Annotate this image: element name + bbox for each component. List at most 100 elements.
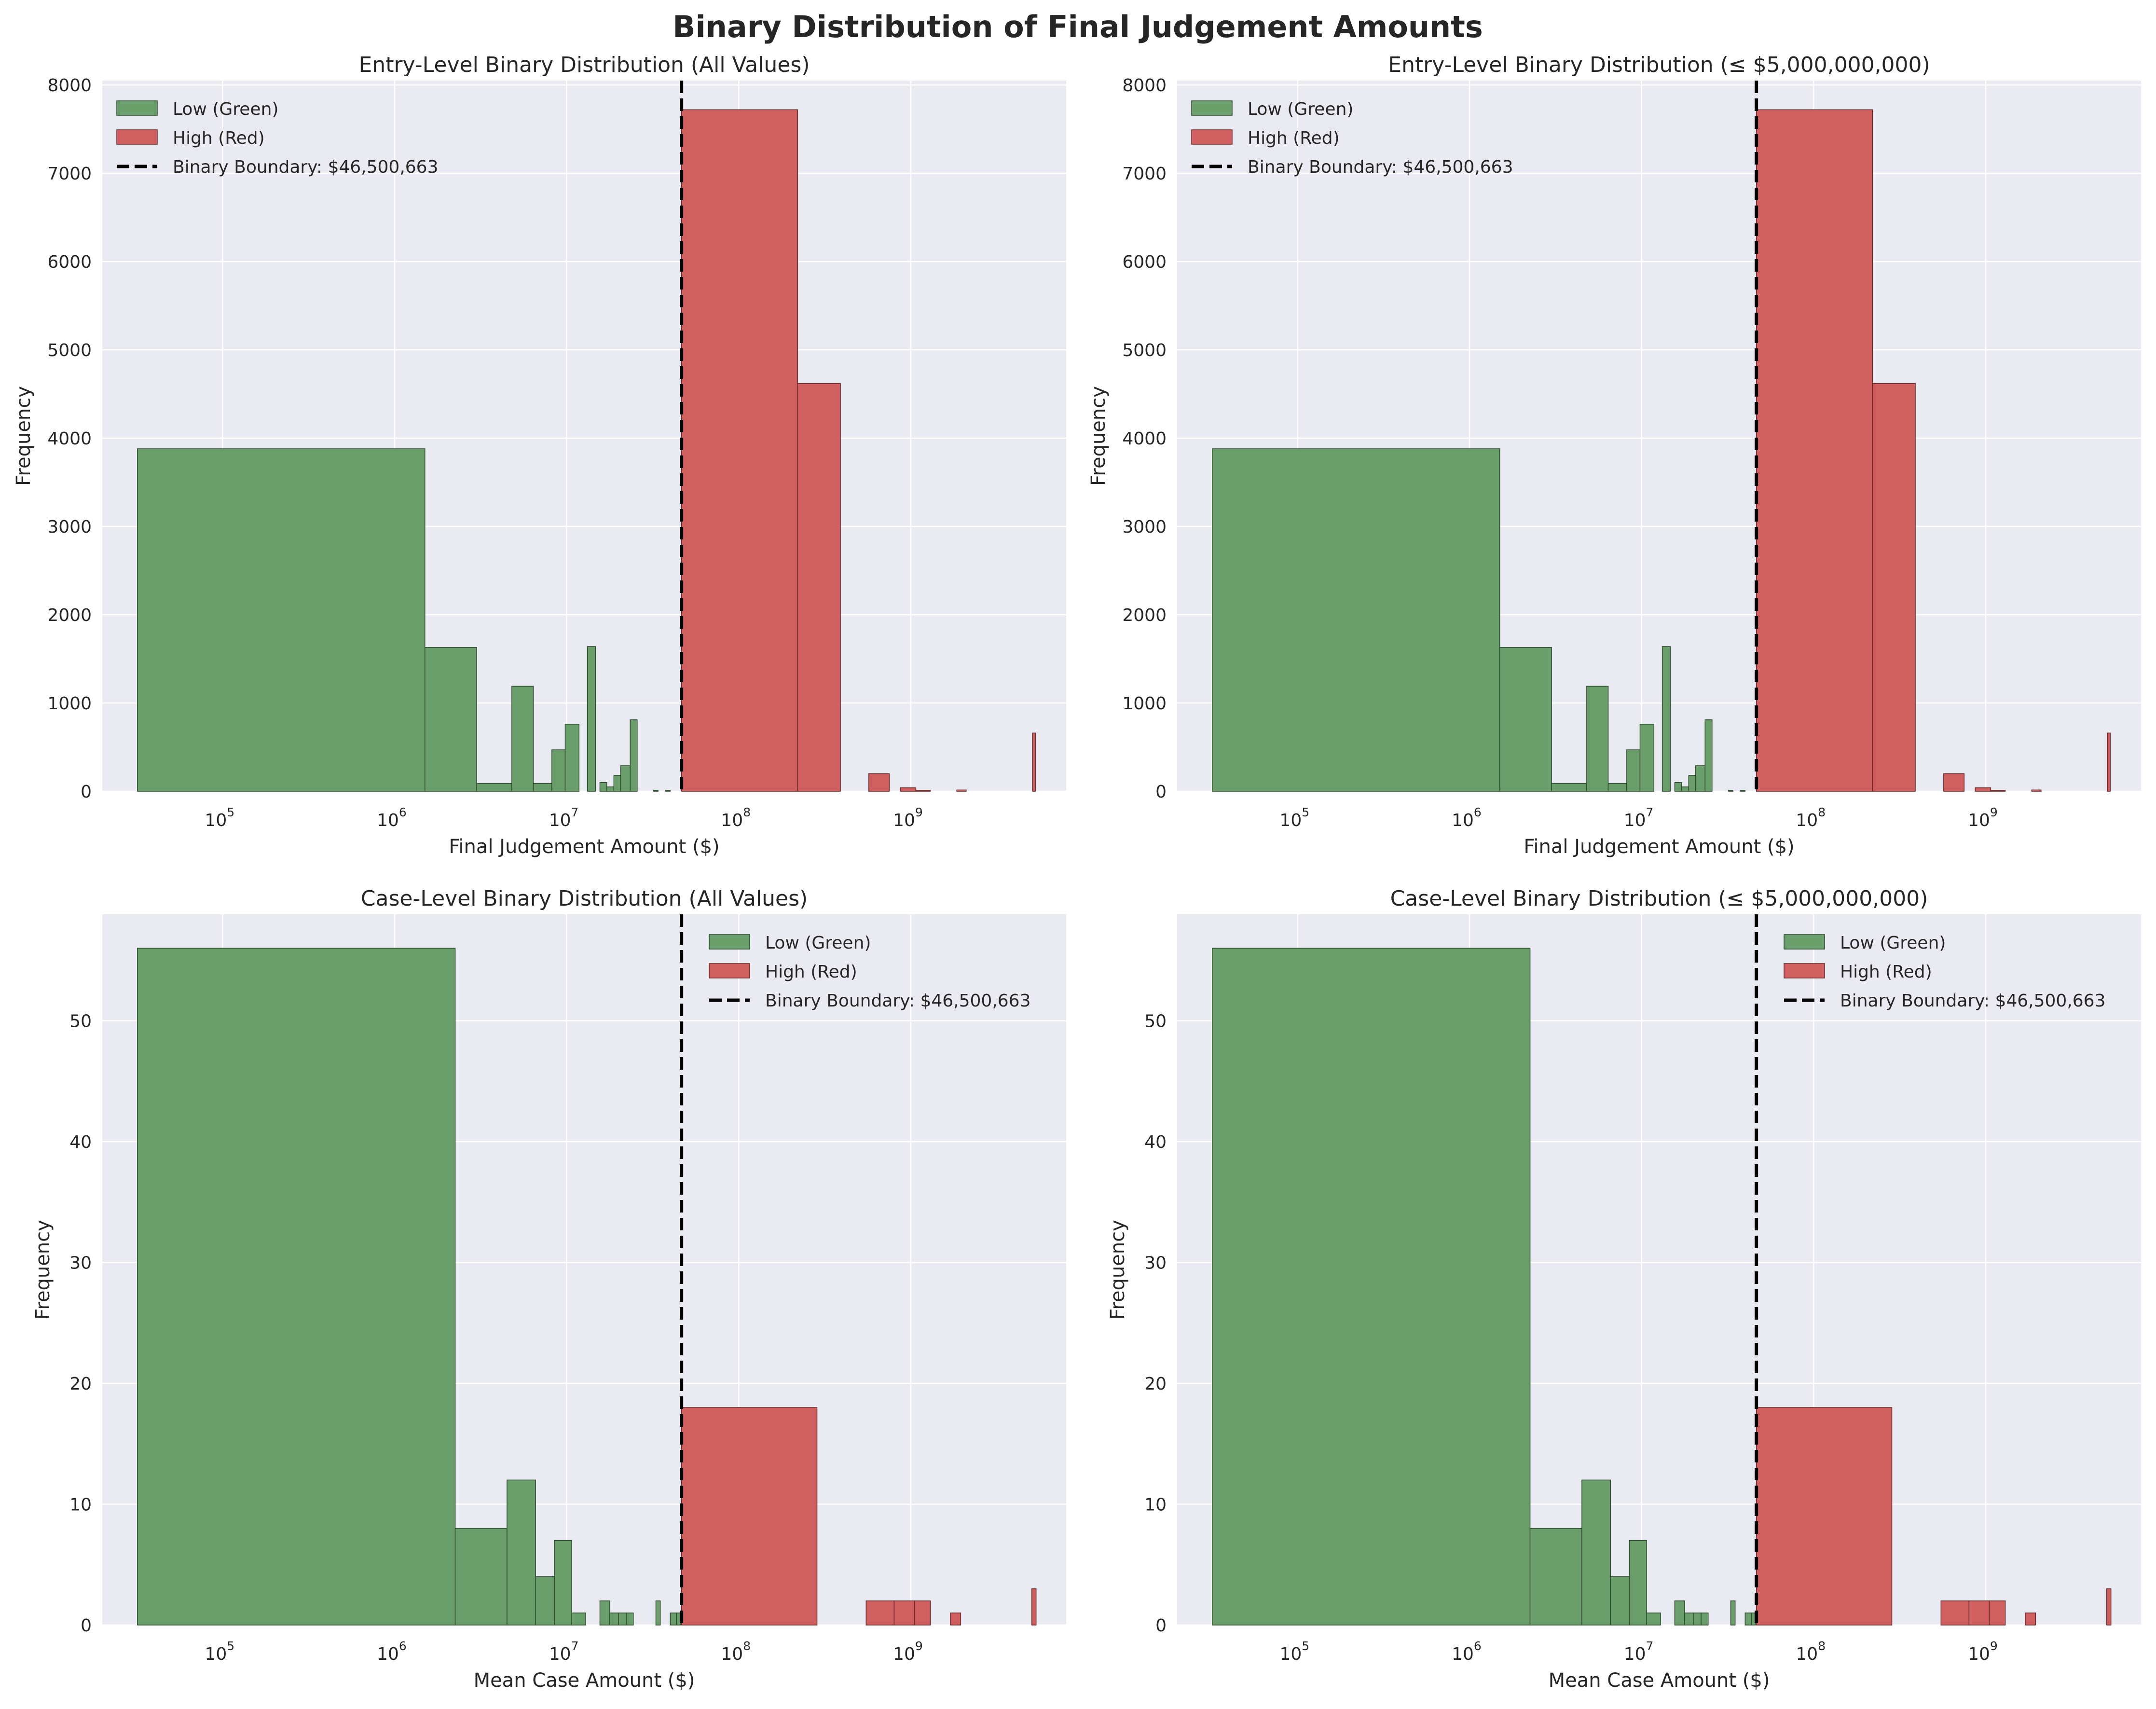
- x-tick-label: 105: [205, 1639, 234, 1664]
- x-tick-exponent: 5: [227, 1639, 234, 1653]
- x-tick-label: 107: [1624, 1639, 1654, 1664]
- x-tick-label: 108: [1796, 805, 1826, 830]
- legend: Low (Green) High (Red) Binary Boundary: $4…: [1784, 933, 2105, 1011]
- legend-label: Low (Green): [765, 933, 871, 953]
- x-tick-exponent: 7: [1646, 1639, 1654, 1653]
- x-tick-label: 108: [721, 1639, 751, 1664]
- x-tick-base: 10: [1968, 811, 1990, 830]
- low-histogram-bar: [1610, 1576, 1630, 1626]
- legend: Low (Green) High (Red) Binary Boundary: $4…: [1191, 99, 1513, 177]
- x-tick-exponent: 9: [915, 1639, 923, 1653]
- y-tick-label: 6000: [47, 252, 92, 272]
- high-histogram-bar: [900, 787, 917, 792]
- low-histogram-bar: [1499, 647, 1552, 792]
- x-tick-exponent: 8: [1818, 1639, 1826, 1653]
- panel-title: Case-Level Binary Distribution (All Valu…: [361, 886, 808, 911]
- legend-swatch-low: [116, 100, 158, 116]
- y-tick-label: 0: [1155, 782, 1167, 802]
- x-tick-base: 10: [549, 1644, 571, 1664]
- low-histogram-bar: [1639, 724, 1654, 792]
- low-histogram-bar: [571, 1613, 586, 1626]
- x-tick-base: 10: [377, 1644, 399, 1664]
- x-axis-label: Mean Case Amount ($): [1549, 1669, 1770, 1692]
- low-histogram-bar: [511, 686, 534, 792]
- high-histogram-bar: [1940, 1600, 1970, 1626]
- low-histogram-bar: [613, 775, 621, 792]
- x-tick-exponent: 8: [1818, 805, 1826, 819]
- y-tick-label: 50: [69, 1011, 92, 1031]
- y-tick-label: 4000: [47, 429, 92, 449]
- x-tick-base: 10: [205, 811, 227, 830]
- low-histogram-bar: [1695, 765, 1706, 792]
- high-histogram-bar: [1968, 1600, 1990, 1626]
- y-tick-label: 4000: [1122, 429, 1167, 449]
- high-histogram-bar: [681, 109, 798, 792]
- x-tick-exponent: 9: [915, 805, 923, 819]
- high-histogram-bar: [956, 789, 967, 792]
- high-histogram-bar: [1989, 1600, 2006, 1626]
- x-tick-base: 10: [893, 811, 915, 830]
- x-tick-base: 10: [1452, 1644, 1474, 1664]
- low-histogram-bar: [1581, 1479, 1611, 1626]
- x-tick-exponent: 7: [1646, 805, 1654, 819]
- panel-title: Entry-Level Binary Distribution (≤ $5,00…: [1388, 53, 1930, 77]
- low-histogram-bar: [454, 1528, 508, 1626]
- low-histogram-bar: [587, 646, 596, 792]
- y-tick-label: 0: [1155, 1616, 1167, 1636]
- low-histogram-bar: [665, 790, 671, 792]
- x-tick-exponent: 6: [1474, 805, 1482, 819]
- low-histogram-bar: [1701, 1613, 1709, 1626]
- y-tick-label: 30: [69, 1253, 92, 1273]
- x-axis-label: Final Judgement Amount ($): [449, 836, 719, 858]
- x-tick-base: 10: [1796, 811, 1818, 830]
- low-histogram-bar: [1674, 1600, 1685, 1626]
- x-tick-base: 10: [549, 811, 571, 830]
- panel-title: Entry-Level Binary Distribution (All Val…: [359, 53, 810, 77]
- low-histogram-bar: [599, 782, 607, 792]
- low-histogram-bar: [626, 1613, 634, 1626]
- x-tick-exponent: 7: [571, 805, 579, 819]
- legend-swatch-low: [709, 934, 750, 950]
- low-histogram-bar: [1551, 783, 1587, 792]
- legend-label: High (Red): [1248, 128, 1340, 148]
- legend-swatch-high: [1191, 129, 1233, 145]
- high-histogram-bar: [950, 1613, 961, 1626]
- legend-label: High (Red): [765, 962, 857, 982]
- y-tick-label: 5000: [1122, 341, 1167, 360]
- low-histogram-bar: [137, 948, 456, 1626]
- x-tick-base: 10: [721, 1644, 743, 1664]
- legend-label: High (Red): [173, 128, 265, 148]
- y-tick-label: 3000: [47, 517, 92, 537]
- low-histogram-bar: [1704, 719, 1713, 792]
- high-histogram-bar: [2106, 1588, 2112, 1626]
- legend-swatch-low: [1784, 934, 1825, 950]
- low-histogram-bar: [1212, 948, 1531, 1626]
- figure-title: Binary Distribution of Final Judgement A…: [673, 9, 1483, 44]
- panel-title: Case-Level Binary Distribution (≤ $5,000…: [1390, 886, 1928, 911]
- low-histogram-bar: [533, 783, 552, 792]
- legend-label: Binary Boundary: $46,500,663: [1840, 991, 2105, 1011]
- low-histogram-bar: [137, 448, 426, 792]
- low-histogram-bar: [564, 724, 579, 792]
- low-histogram-bar: [551, 749, 566, 792]
- high-histogram-bar: [2025, 1613, 2036, 1626]
- x-tick-label: 106: [1452, 805, 1482, 830]
- x-tick-base: 10: [1279, 1644, 1302, 1664]
- y-axis-label: Frequency: [1107, 1220, 1129, 1320]
- low-histogram-bar: [554, 1540, 572, 1626]
- y-tick-label: 0: [81, 782, 92, 802]
- x-tick-exponent: 5: [227, 805, 234, 819]
- y-tick-label: 8000: [1122, 76, 1167, 96]
- low-histogram-bar: [507, 1479, 536, 1626]
- x-tick-base: 10: [1279, 811, 1302, 830]
- x-tick-base: 10: [1624, 811, 1646, 830]
- legend-swatch-high: [1784, 963, 1825, 979]
- low-histogram-bar: [1646, 1613, 1661, 1626]
- x-tick-exponent: 8: [743, 1639, 751, 1653]
- low-histogram-bar: [670, 1613, 677, 1626]
- low-histogram-bar: [620, 765, 631, 792]
- y-tick-label: 6000: [1122, 252, 1167, 272]
- y-tick-label: 10: [1144, 1495, 1167, 1515]
- y-tick-label: 7000: [1122, 164, 1167, 184]
